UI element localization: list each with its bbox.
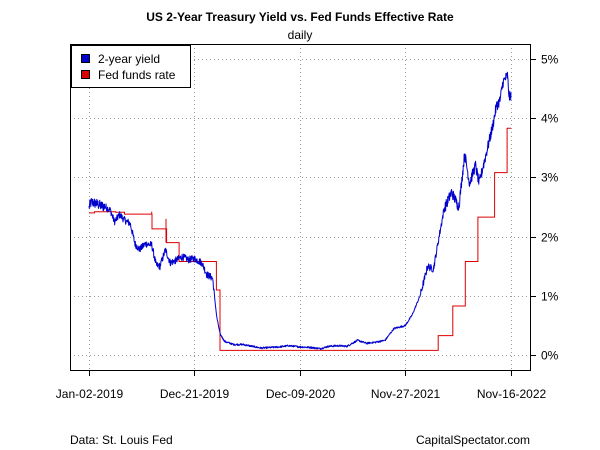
chart-subtitle: daily <box>288 28 313 42</box>
x-tick-label: Nov-27-2021 <box>371 387 441 401</box>
legend-label-2-year-yield: 2-year yield <box>98 52 160 66</box>
y-tick-label: 3% <box>541 171 559 185</box>
gridlines <box>70 44 530 370</box>
legend-box <box>71 45 191 88</box>
legend-swatch-2-year-yield <box>81 54 90 63</box>
series-lines <box>88 71 512 351</box>
axes: Jan-02-2019 Dec-21-2019 Dec-09-2020 Nov-27-… <box>56 53 559 402</box>
x-tick-label: Nov-16-2022 <box>477 387 547 401</box>
y-tick-label: 5% <box>541 53 559 67</box>
series-line-fed-funds-rate <box>89 127 511 351</box>
plot-frame <box>70 44 531 371</box>
footer-source: Data: St. Louis Fed <box>70 433 173 447</box>
x-tick-label: Jan-02-2019 <box>56 387 124 401</box>
series-line-2-year-yield <box>88 71 512 350</box>
chart-title: US 2-Year Treasury Yield vs. Fed Funds E… <box>146 10 454 24</box>
y-tick-label: 4% <box>541 112 559 126</box>
x-tick-label: Dec-21-2019 <box>160 387 230 401</box>
y-tick-label: 2% <box>541 231 559 245</box>
legend-label-fed-funds-rate: Fed funds rate <box>98 68 176 82</box>
legend: 2-year yield Fed funds rate <box>71 45 191 88</box>
x-tick-label: Dec-09-2020 <box>266 387 336 401</box>
y-tick-label: 1% <box>541 290 559 304</box>
footer-credit: CapitalSpectator.com <box>416 433 530 447</box>
y-tick-label: 0% <box>541 349 559 363</box>
legend-swatch-fed-funds-rate <box>81 70 90 79</box>
